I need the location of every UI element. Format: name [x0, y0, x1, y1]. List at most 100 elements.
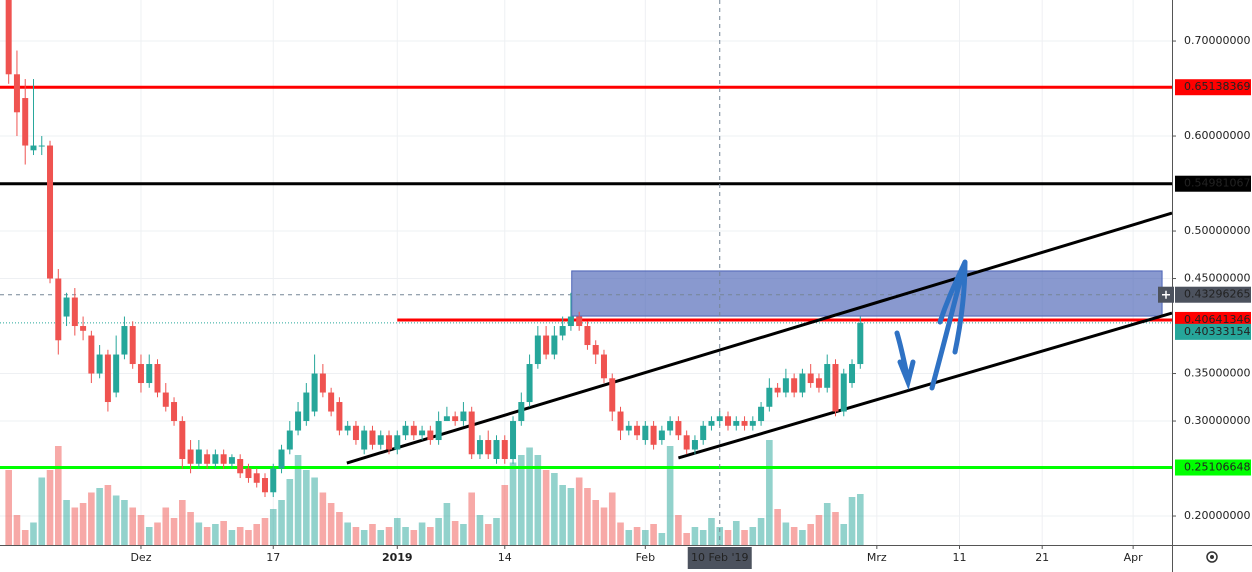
candle-body	[22, 98, 29, 146]
level-label-box	[1175, 175, 1251, 192]
candle-body	[691, 440, 698, 450]
volume-bar	[484, 524, 492, 545]
volume-bar	[352, 527, 360, 545]
level-label: 0.40641346	[1184, 313, 1250, 326]
candle-body	[501, 440, 508, 460]
volume-bar	[402, 527, 409, 545]
candle-body	[576, 316, 583, 327]
volume-bar	[526, 447, 533, 545]
candle-body	[195, 449, 202, 464]
level-label: 0.25106648	[1184, 461, 1250, 474]
candle-body	[741, 421, 748, 426]
volume-bar	[88, 492, 95, 545]
volume-bar	[336, 512, 343, 545]
volume-bar	[377, 530, 385, 545]
candle-body	[650, 425, 657, 445]
y-tick-label: 0.45000000	[1184, 272, 1250, 285]
volume-bar	[261, 518, 269, 545]
candle-body	[319, 373, 326, 393]
candle-body	[80, 326, 87, 331]
volume-bar	[567, 488, 575, 545]
volume-bar	[493, 518, 500, 545]
volume-bar	[63, 500, 70, 545]
volume-bar	[642, 530, 649, 545]
x-tick-label: 14	[498, 551, 512, 564]
volume-bar	[691, 527, 699, 545]
candle-body	[311, 373, 318, 412]
candle-body	[121, 326, 128, 355]
crosshair-x-label: 10 Feb '19	[691, 551, 749, 564]
volume-bar	[129, 507, 137, 545]
candle-body	[237, 459, 244, 474]
volume-bar	[584, 488, 591, 545]
volume-bar	[162, 507, 170, 545]
y-tick-label: 0.30000000	[1184, 414, 1250, 427]
candle-body	[63, 297, 70, 317]
candle-body	[303, 392, 310, 422]
candle-body	[600, 354, 607, 379]
volume-bar	[418, 522, 426, 545]
volume-bar	[782, 522, 790, 545]
level-label-box	[1175, 459, 1251, 476]
candle-body	[559, 326, 566, 336]
arrow-up	[929, 259, 968, 391]
volume-bar	[154, 522, 161, 545]
gear-center[interactable]	[1210, 555, 1214, 559]
candle-body	[485, 440, 492, 455]
volume-bar	[790, 527, 798, 545]
candle-body	[551, 335, 558, 355]
volume-bar	[5, 470, 12, 545]
volume-bar	[303, 470, 310, 545]
candle-body	[278, 449, 285, 469]
candle-body	[228, 457, 235, 464]
volume-bar	[286, 479, 294, 545]
volume-bar	[360, 530, 368, 545]
candle-body	[774, 387, 781, 393]
x-tick-label: 2019	[382, 551, 413, 564]
volume-bar	[369, 524, 376, 545]
candle-body	[55, 278, 62, 341]
candle-body	[658, 430, 665, 441]
volume-bar	[269, 509, 277, 545]
candle-body	[584, 326, 591, 346]
volume-bar	[501, 485, 509, 545]
volume-bar	[460, 524, 467, 545]
volume-bar	[732, 521, 740, 545]
volume-bar	[410, 530, 418, 545]
volume-bar	[21, 530, 29, 545]
candle-body	[634, 425, 641, 436]
candle-body	[675, 421, 682, 436]
x-tick-label: 11	[953, 551, 967, 564]
volume-bar	[294, 455, 302, 545]
volume-bar	[807, 524, 814, 545]
volume-bar	[46, 470, 54, 545]
y-tick-label: 0.50000000	[1184, 224, 1250, 237]
candle-body	[344, 425, 351, 431]
candle-body	[427, 430, 434, 441]
current-price-box	[1175, 323, 1251, 340]
zone	[571, 270, 1163, 317]
candle-body	[410, 425, 417, 436]
volume-bar	[79, 503, 87, 545]
candle-body	[435, 421, 442, 441]
volume-bar	[121, 500, 128, 545]
candle-body	[642, 425, 649, 441]
volume-bar	[724, 530, 732, 545]
x-tick-label: Mrz	[867, 551, 887, 564]
settings-icon[interactable]	[1206, 551, 1218, 563]
volume-bar	[708, 518, 715, 545]
volume-bar	[774, 509, 781, 545]
volume-bar	[625, 530, 633, 545]
candle-body	[592, 345, 599, 355]
candle-body	[725, 416, 732, 426]
candle-body	[782, 378, 789, 393]
gear[interactable]	[1206, 551, 1218, 563]
candle-body	[179, 421, 186, 460]
volume-bar	[220, 521, 227, 545]
volume-bar	[658, 533, 666, 545]
volume-bar	[137, 515, 145, 545]
volume-bar	[468, 492, 475, 545]
candle-body	[452, 416, 459, 422]
candle-body	[146, 364, 153, 384]
candle-body	[609, 378, 616, 412]
